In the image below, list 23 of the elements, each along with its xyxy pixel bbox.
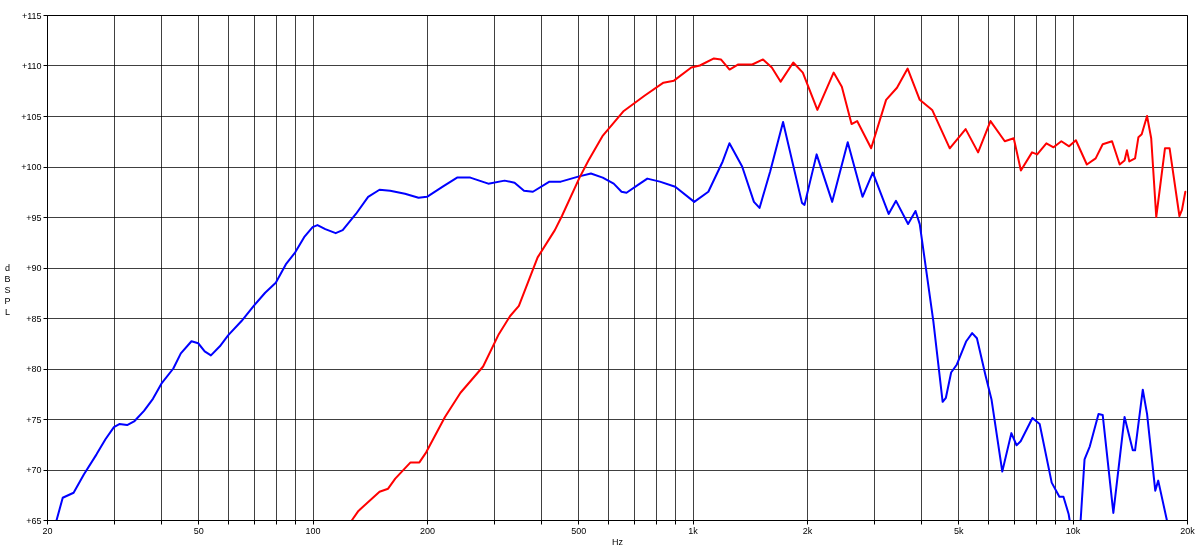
y-tick-label: +105 [21, 111, 42, 122]
y-tick-label: +65 [26, 515, 42, 526]
y-tick-label: +70 [26, 465, 42, 475]
x-tick-label: 20k [1180, 525, 1196, 536]
y-tick-label: +100 [21, 162, 42, 172]
x-tick-label: 2k [802, 525, 813, 536]
x-axis-title: Hz [612, 536, 624, 547]
y-tick-label: +80 [26, 364, 42, 374]
x-tick-label: 100 [305, 525, 321, 536]
y-tick-label: +85 [26, 313, 42, 324]
y-tick-label: +115 [21, 10, 42, 21]
x-tick-label: 20 [42, 525, 53, 536]
y-tick-label: +75 [26, 414, 42, 425]
x-tick-label: 500 [571, 525, 587, 536]
x-tick-label: 200 [419, 525, 436, 536]
x-tick-label: 10k [1065, 525, 1081, 536]
y-tick-label: +95 [26, 212, 42, 223]
x-tick-label: 5k [953, 525, 964, 536]
y-axis-title: dB SPL [4, 263, 11, 317]
y-tick-label: +110 [21, 61, 42, 71]
y-tick-label: +90 [26, 263, 42, 273]
x-tick-label: 50 [193, 525, 204, 536]
x-tick-label: 1k [688, 525, 699, 536]
